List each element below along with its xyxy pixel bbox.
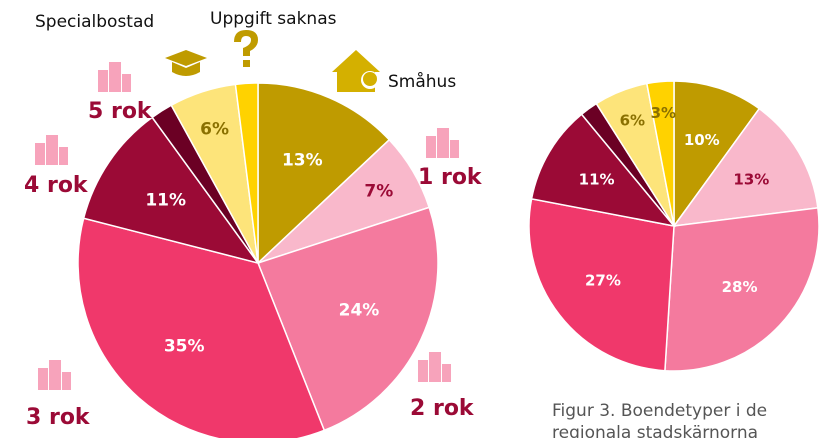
building-icon <box>98 62 131 92</box>
category-label: 5 rok <box>88 99 153 124</box>
cap-icon <box>165 50 207 76</box>
building-part <box>38 368 48 390</box>
building-icon <box>38 360 71 390</box>
pie-slice <box>645 80 675 227</box>
data-label: 24% <box>339 301 380 321</box>
building-part <box>418 360 428 382</box>
pie-slice <box>664 206 820 372</box>
pie-slice <box>234 82 259 264</box>
category-label: 3 rok <box>26 405 91 430</box>
building-icon <box>426 128 459 158</box>
building-part <box>442 364 451 382</box>
data-label: 10% <box>684 131 720 149</box>
category-label: 2 rok <box>410 396 475 421</box>
question-icon <box>234 30 258 67</box>
data-label: 35% <box>164 337 205 357</box>
building-part <box>426 136 436 158</box>
building-part <box>46 135 58 165</box>
category-label: Specialbostad <box>35 12 154 32</box>
data-label: 6% <box>200 119 229 139</box>
data-label: 3% <box>651 104 676 122</box>
building-part <box>450 140 459 158</box>
category-label: 4 rok <box>24 173 89 198</box>
building-part <box>62 372 71 390</box>
tree-icon <box>363 72 377 86</box>
caption: Figur 3. Boendetyper i de <box>552 401 767 421</box>
category-label: Uppgift saknas <box>210 9 337 29</box>
data-label: 13% <box>733 171 769 189</box>
data-label: 13% <box>282 151 323 171</box>
building-part <box>437 128 449 158</box>
building-part <box>59 147 68 165</box>
pie-slice <box>82 116 260 265</box>
data-label: 6% <box>620 111 645 129</box>
data-label: 7% <box>364 182 393 202</box>
building-part <box>429 352 441 382</box>
pie-slice <box>77 217 326 438</box>
building-icon <box>35 135 68 165</box>
pie-slice <box>672 107 819 227</box>
building-part <box>49 360 61 390</box>
pie-slice <box>530 113 676 228</box>
data-label: 28% <box>722 278 758 296</box>
building-part <box>98 70 108 92</box>
building-part <box>122 74 131 92</box>
category-label: 1 rok <box>418 165 483 190</box>
data-label: 11% <box>145 190 186 210</box>
caption: regionala stadskärnorna <box>552 423 758 438</box>
pie-slice <box>257 82 391 265</box>
pie-slice <box>528 197 675 372</box>
pie-slice <box>673 80 761 229</box>
category-label: Småhus <box>388 71 456 92</box>
data-label: 27% <box>585 272 621 290</box>
data-label: 11% <box>579 171 615 189</box>
building-part <box>109 62 121 92</box>
building-part <box>35 143 45 165</box>
building-icon <box>418 352 451 382</box>
